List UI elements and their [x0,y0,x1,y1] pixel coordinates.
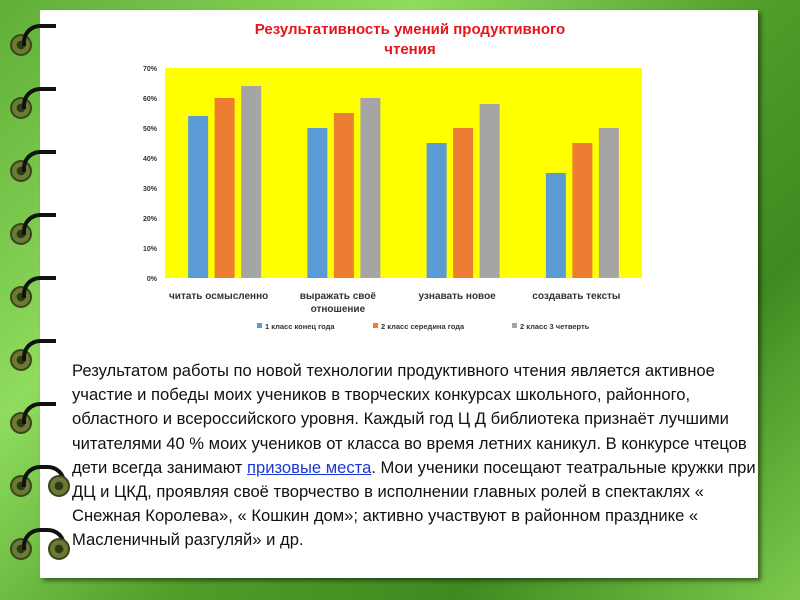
y-tick-label: 40% [143,156,158,163]
description-paragraph: Результатом работы по новой технологии п… [72,359,762,553]
chart-title-line-1: Результативность умений продуктивного [254,21,566,38]
y-tick-label: 0% [147,276,158,283]
x-category-label: читать осмысленно [169,291,268,302]
chart-title-line-2: чтения [384,41,436,58]
ring-hook-icon [22,24,56,46]
bar [188,116,209,278]
bar [214,98,235,278]
legend-label: 2 класс середина года [381,322,465,331]
legend-label: 1 класс конец года [265,322,335,331]
binder-ring-icon [48,475,70,497]
bar [333,113,354,278]
legend-swatch [373,323,378,328]
bar [453,128,474,278]
legend-swatch [512,323,517,328]
legend-label: 2 класс 3 четверть [520,322,590,331]
plot-area [165,68,642,278]
bar [360,98,381,278]
y-tick-label: 60% [143,96,158,103]
y-tick-label: 10% [143,246,158,253]
bar [598,128,619,278]
y-tick-label: 20% [143,216,158,223]
bar [426,143,447,278]
ring-hook-icon [22,276,56,298]
y-tick-label: 70% [143,66,158,73]
y-tick-label: 30% [143,186,158,193]
x-category-label: создавать тексты [532,291,620,302]
legend-swatch [257,323,262,328]
paragraph-text-end: . Мои ученики посещают театральные кружк… [72,457,756,550]
bar [307,128,328,278]
paragraph-text: Результатом работы по новой технологии п… [72,361,747,477]
ring-hook-icon [22,87,56,109]
chart-title: Результативность умений продуктивного чт… [140,20,680,60]
binder-ring-icon [48,538,70,560]
x-category-label: отношение [311,304,366,315]
bar [545,173,566,278]
bar [572,143,593,278]
bar [241,86,262,278]
ring-hook-icon [22,213,56,235]
ring-hook-icon [22,150,56,172]
prize-places-link[interactable]: призовые места [247,457,372,477]
x-category-label: узнавать новое [419,291,497,302]
bar [479,104,500,278]
x-category-label: выражать своё [300,291,377,302]
ring-hook-icon [22,402,56,424]
y-tick-label: 50% [143,126,158,133]
ring-hook-icon [22,339,56,361]
